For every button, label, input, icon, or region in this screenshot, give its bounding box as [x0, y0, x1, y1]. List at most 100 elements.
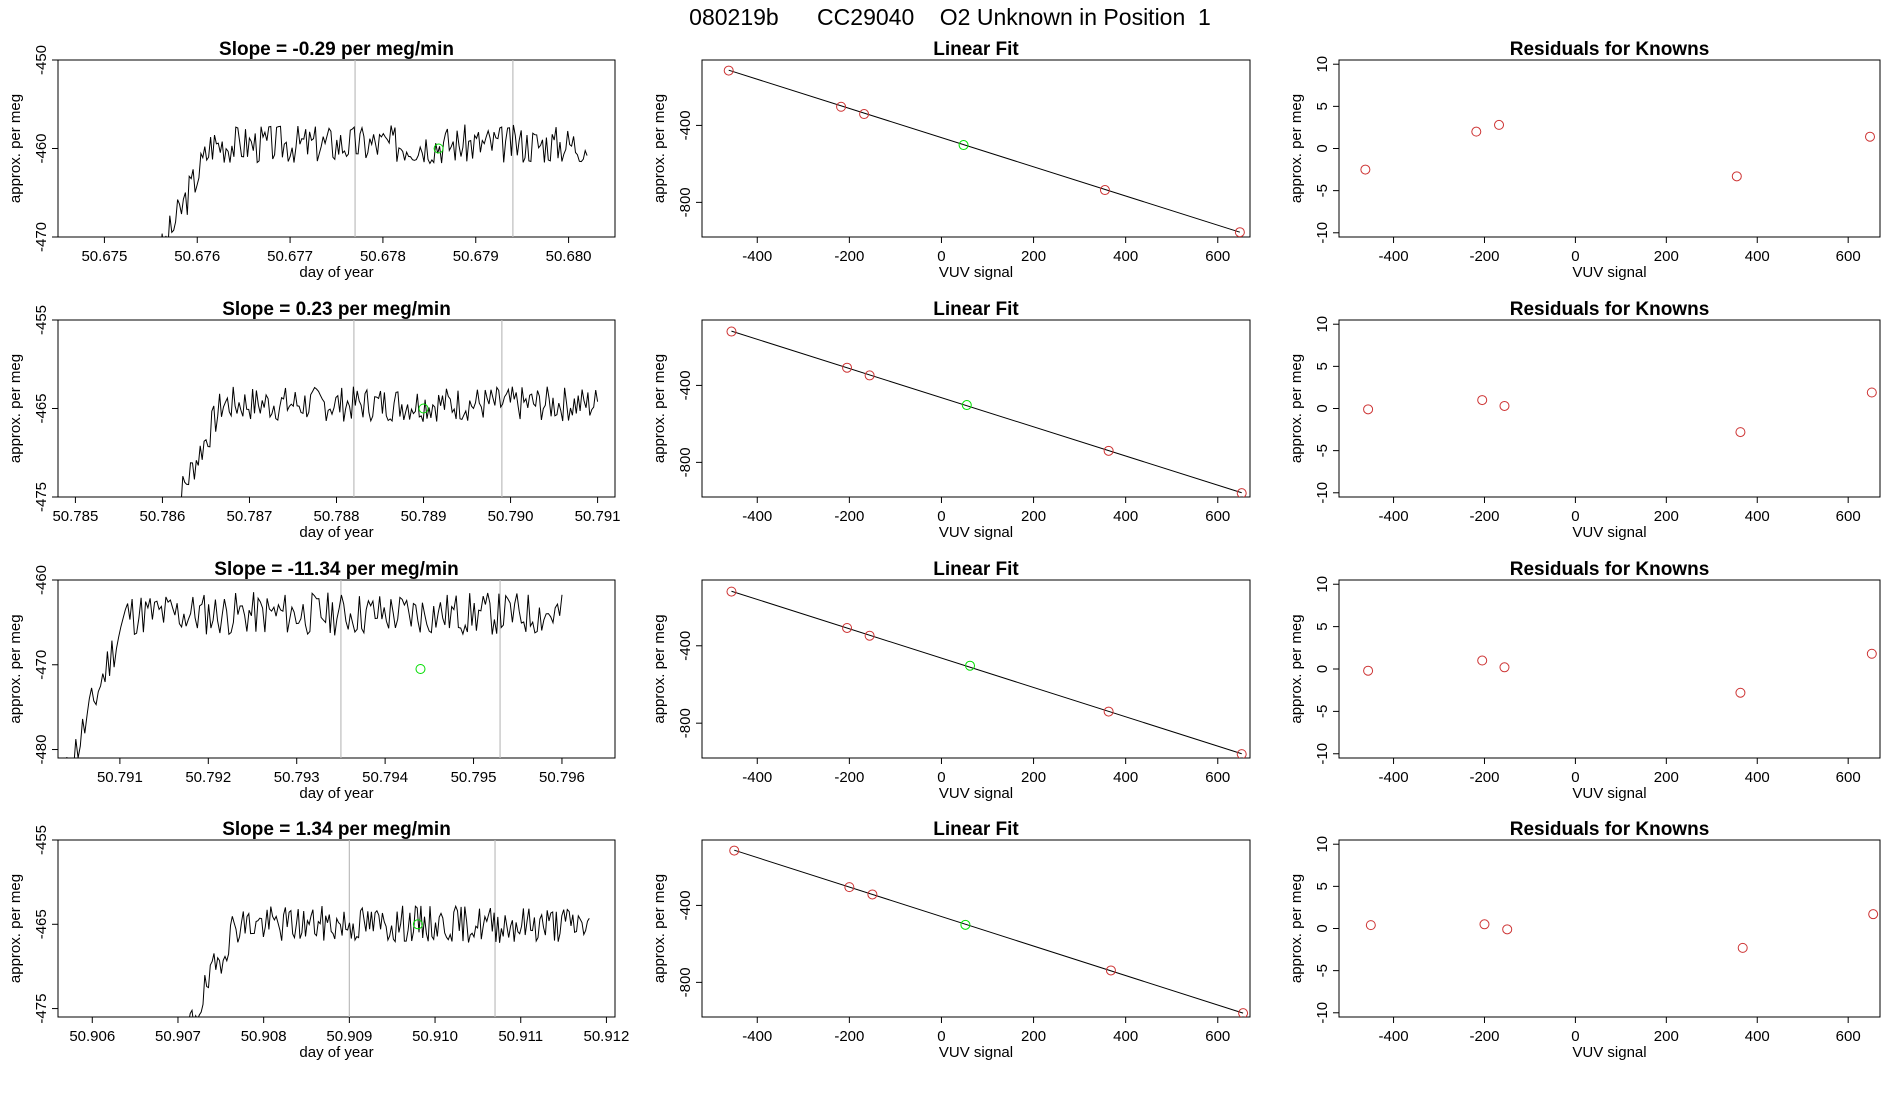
known-point: [864, 630, 875, 641]
x-tick-label: 50.791: [97, 769, 143, 786]
plot-frame: [701, 319, 1251, 498]
panel-residuals-4: Residuals for Knowns -400 -200 0 200 400 600 -1…: [1288, 819, 1881, 1061]
panel-timeseries-2: Slope = 0.23 per meg/min 50.785 50.786 50.7…: [7, 299, 621, 541]
x-tick-label: 50.908: [241, 1028, 287, 1045]
residual-point: [1365, 920, 1376, 931]
unknown-point: [961, 400, 972, 411]
x-tick-label: -400: [1379, 1028, 1409, 1045]
residual-point: [1479, 919, 1490, 930]
x-tick-label: 600: [1205, 1028, 1230, 1045]
plot-frame: [1338, 579, 1881, 759]
x-tick-label: 50.795: [451, 769, 497, 786]
x-tick-label: -200: [1469, 508, 1499, 525]
residual-point: [1502, 924, 1513, 935]
y-tick-label: -800: [677, 967, 694, 997]
figure-title: 080219b CC29040 O2 Unknown in Position 1: [689, 4, 1211, 30]
residual-point: [1866, 387, 1877, 398]
x-tick-label: 400: [1113, 1028, 1138, 1045]
y-tick-label: -455: [33, 825, 50, 855]
known-point: [842, 362, 853, 373]
x-tick-label: 50.680: [546, 248, 592, 265]
y-tick-label: -10: [1314, 482, 1331, 504]
known-point: [726, 326, 737, 337]
panel-linear_fit-1: Linear Fit -400 -200 0 200 400 600 -800 -400 VUV …: [651, 39, 1251, 281]
plot-area: [1363, 387, 1877, 438]
y-tick-label: -480: [33, 735, 50, 765]
y-tick-label: -800: [677, 708, 694, 738]
unknown-point: [412, 919, 423, 930]
y-tick-label: 5: [1314, 102, 1331, 110]
panel-title: Slope = 0.23 per meg/min: [222, 299, 451, 320]
x-tick-label: 600: [1836, 248, 1861, 265]
x-axis-label: VUV signal: [939, 785, 1013, 802]
fit-line: [731, 330, 1242, 494]
known-point: [864, 370, 875, 381]
x-tick-label: 50.793: [274, 769, 320, 786]
y-axis-label: approx. per meg: [7, 614, 24, 723]
panel-linear_fit-3: Linear Fit -400 -200 0 200 400 600 -800 -400 VUV …: [651, 559, 1251, 802]
y-axis-label: approx. per meg: [1288, 874, 1305, 983]
fit-line: [728, 69, 1241, 233]
x-tick-label: 0: [937, 248, 945, 265]
residual-point: [1363, 665, 1374, 676]
plot-frame: [1338, 839, 1881, 1018]
y-tick-label: -400: [677, 370, 694, 400]
x-tick-label: 600: [1836, 508, 1861, 525]
residual-point: [1477, 395, 1488, 406]
x-tick-label: 600: [1836, 769, 1861, 786]
y-axis-label: approx. per meg: [651, 354, 668, 463]
x-tick-label: -200: [834, 248, 864, 265]
known-point: [1236, 749, 1247, 758]
y-tick-label: -5: [1314, 184, 1331, 197]
residual-point: [1363, 404, 1374, 415]
y-tick-label: -470: [33, 650, 50, 680]
x-tick-label: -400: [1379, 769, 1409, 786]
plot-frame: [701, 839, 1251, 1018]
fit-line: [731, 590, 1242, 755]
x-tick-label: -200: [834, 769, 864, 786]
x-tick-label: 50.675: [81, 248, 127, 265]
y-tick-label: -465: [33, 393, 50, 423]
residual-point: [1499, 662, 1510, 673]
x-tick-label: 200: [1654, 508, 1679, 525]
panel-linear_fit-2: Linear Fit -400 -200 0 200 400 600 -800 -400 VUV …: [651, 299, 1251, 541]
timeseries-line: [189, 904, 590, 1017]
panel-residuals-2: Residuals for Knowns -400 -200 0 200 400 600 -1…: [1288, 299, 1881, 541]
panel-timeseries-1: Slope = -0.29 per meg/min 50.675 50.676 50.…: [7, 39, 616, 281]
x-tick-label: 0: [937, 508, 945, 525]
y-tick-label: -465: [33, 909, 50, 939]
x-tick-label: 0: [1571, 508, 1579, 525]
plot-area: [189, 840, 590, 1017]
x-tick-label: 50.911: [498, 1028, 543, 1045]
y-tick-label: -800: [677, 187, 694, 217]
x-tick-label: 600: [1205, 248, 1230, 265]
x-axis-label: VUV signal: [939, 264, 1013, 281]
x-tick-label: 50.912: [583, 1028, 629, 1045]
residual-point: [1360, 164, 1371, 175]
x-tick-label: -200: [834, 508, 864, 525]
x-tick-label: 200: [1021, 769, 1046, 786]
plot-area: [1365, 909, 1879, 953]
known-point: [836, 101, 847, 112]
residual-point: [1735, 427, 1746, 438]
y-tick-label: -455: [33, 305, 50, 335]
plot-frame: [57, 839, 616, 1018]
x-tick-label: 0: [1571, 769, 1579, 786]
known-point: [1234, 227, 1245, 237]
y-axis-label: approx. per meg: [7, 874, 24, 983]
panel-title: Linear Fit: [933, 559, 1019, 580]
x-axis-label: VUV signal: [1572, 1044, 1646, 1061]
x-axis-label: day of year: [299, 785, 373, 802]
x-axis-label: VUV signal: [1572, 264, 1646, 281]
known-point: [844, 882, 855, 893]
x-tick-label: 400: [1745, 248, 1770, 265]
residual-point: [1731, 171, 1742, 182]
y-tick-label: -10: [1314, 222, 1331, 244]
x-tick-label: 50.788: [314, 508, 360, 525]
y-tick-label: 10: [1314, 316, 1331, 333]
x-tick-label: 50.794: [362, 769, 408, 786]
y-tick-label: 10: [1314, 56, 1331, 73]
x-axis-label: VUV signal: [939, 1044, 1013, 1061]
x-tick-label: -200: [1469, 1028, 1499, 1045]
plot-frame: [57, 319, 616, 498]
